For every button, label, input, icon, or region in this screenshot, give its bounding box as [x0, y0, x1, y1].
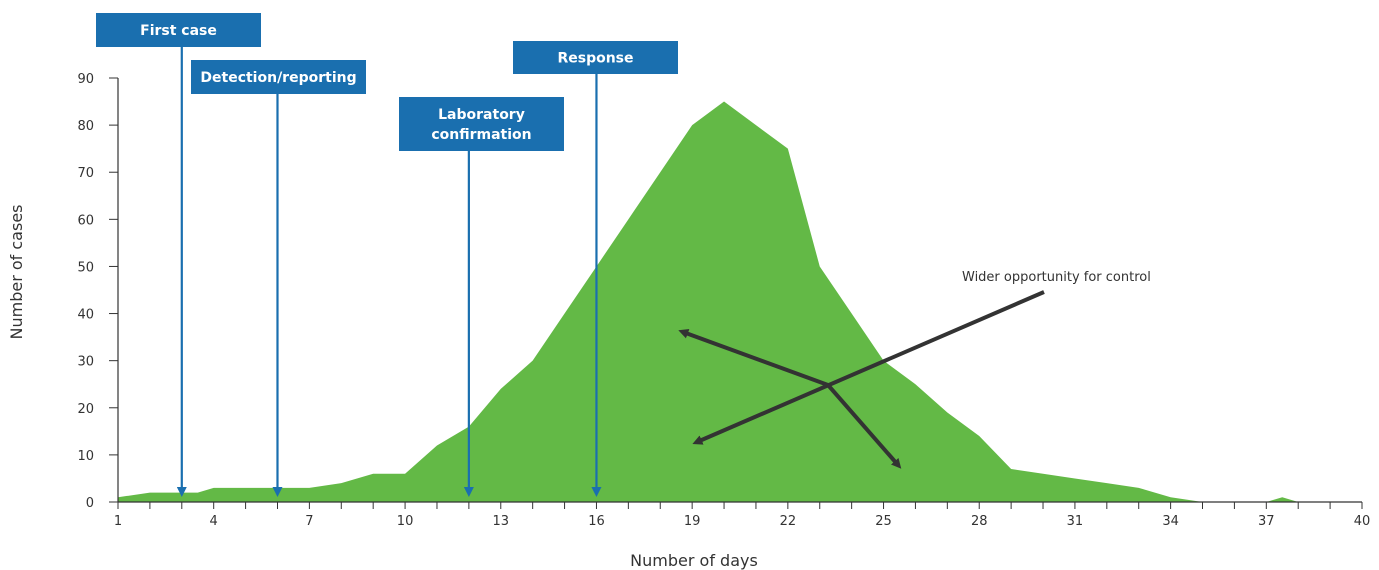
annotation-arrow: [826, 383, 902, 469]
x-tick-label: 7: [305, 514, 313, 529]
x-tick-label: 4: [210, 514, 218, 529]
control-opportunity-annotation: Wider opportunity for control: [678, 270, 1151, 469]
event-marker: Detection/reporting: [191, 60, 366, 497]
event-label: Detection/reporting: [200, 70, 356, 86]
annotation-arrow: [678, 329, 829, 387]
event-marker: First case: [96, 13, 261, 497]
x-tick-label: 16: [588, 514, 605, 529]
x-tick-label: 19: [684, 514, 701, 529]
y-tick-label: 30: [77, 355, 94, 370]
x-tick-label: 40: [1354, 514, 1371, 529]
event-box: [191, 60, 366, 94]
event-label: Laboratory: [438, 107, 525, 123]
event-label: confirmation: [431, 127, 531, 143]
y-axis-title: Number of cases: [7, 205, 26, 340]
x-tick-label: 34: [1162, 514, 1179, 529]
x-tick-label: 10: [397, 514, 414, 529]
event-marker: Response: [513, 41, 678, 497]
event-label: Response: [557, 51, 633, 67]
y-tick-label: 10: [77, 449, 94, 464]
event-box: [96, 13, 261, 47]
annotation-arrow: [692, 290, 1045, 445]
annotation-label: Wider opportunity for control: [962, 270, 1151, 285]
x-tick-label: 22: [780, 514, 797, 529]
event-marker: Laboratory confirmation: [399, 97, 564, 497]
y-tick-label: 90: [77, 72, 94, 87]
event-label: First case: [140, 23, 217, 39]
event-box: [399, 97, 564, 151]
x-tick-label: 25: [875, 514, 892, 529]
x-tick-label: 37: [1258, 514, 1275, 529]
x-tick-label: 1: [114, 514, 122, 529]
y-tick-label: 80: [77, 119, 94, 134]
y-tick-label: 20: [77, 402, 94, 417]
y-tick-label: 50: [77, 260, 94, 275]
x-axis-title: Number of days: [630, 551, 758, 570]
x-tick-label: 28: [971, 514, 988, 529]
y-tick-label: 40: [77, 308, 94, 323]
y-tick-label: 60: [77, 213, 94, 228]
x-tick-label: 31: [1067, 514, 1084, 529]
x-tick-label: 13: [492, 514, 509, 529]
cases-area: [118, 101, 1362, 503]
y-tick-label: 0: [86, 496, 94, 511]
y-tick-label: 70: [77, 166, 94, 181]
event-box: [513, 41, 678, 74]
